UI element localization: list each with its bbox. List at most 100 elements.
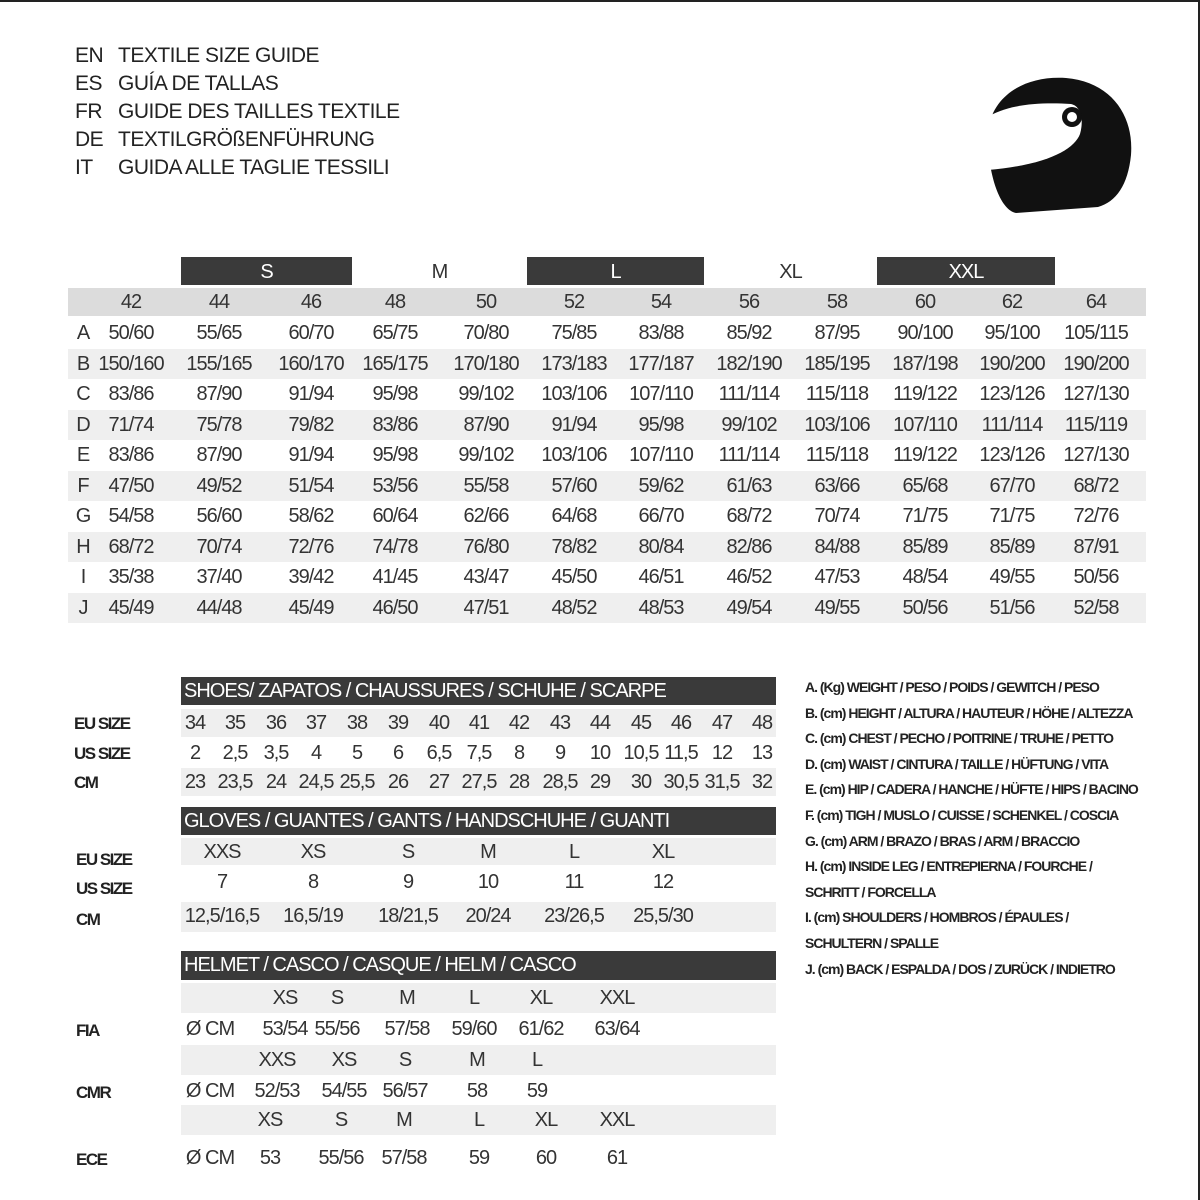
section-header-bg [181, 807, 776, 835]
table-cell: 95/98 [372, 444, 418, 466]
table-cell: 51/54 [288, 474, 334, 497]
table-cell: 115/118 [805, 383, 869, 405]
table-cell: 103/106 [804, 413, 870, 436]
table-cell: 85/92 [726, 322, 772, 344]
table-cell: 8 [513, 742, 525, 764]
table-cell: 68/72 [108, 535, 154, 558]
table-cell: 30 [630, 771, 652, 793]
table-cell: 27 [428, 771, 450, 793]
row-bg [181, 1105, 776, 1135]
table-cell: 10 [589, 742, 611, 764]
row-key: H [76, 535, 90, 558]
table-cell: 70/80 [463, 322, 509, 344]
table-cell: 99/102 [721, 413, 777, 436]
unit-label: Ø CM [185, 1018, 235, 1040]
column-header: 50 [475, 291, 497, 313]
table-cell: 48 [751, 712, 773, 734]
table-cell: 8 [307, 871, 319, 893]
table-cell: 72/76 [288, 535, 334, 558]
table-cell: 79/82 [288, 413, 334, 436]
size-band-label: S [260, 261, 273, 283]
legend-item: A. (Kg) WEIGHT / PESO / POIDS / GEWITCH … [805, 679, 1100, 695]
column-header: 48 [384, 291, 406, 313]
table-cell: 190/200 [979, 352, 1045, 375]
table-cell: 46/52 [726, 566, 772, 588]
table-cell: 87/91 [1073, 535, 1119, 558]
table-cell: 155/165 [186, 352, 252, 375]
row-label: US SIZE [76, 879, 133, 898]
table-cell: 2 [189, 742, 201, 764]
language-code: DE [75, 128, 104, 151]
size-cell: XL [529, 987, 553, 1009]
table-cell: 103/106 [541, 444, 607, 466]
size-cell: XS [272, 987, 299, 1009]
table-cell: 107/110 [893, 413, 958, 436]
size-band-bg [527, 257, 704, 285]
table-cell: 37 [305, 712, 327, 734]
table-cell: 16,5/19 [283, 905, 344, 927]
row-bg [68, 470, 1146, 501]
table-cell: 111/114 [718, 444, 781, 466]
table-cell: 111/114 [718, 383, 781, 405]
table-cell: 83/86 [108, 383, 154, 405]
table-cell: 12 [652, 871, 674, 893]
table-cell: 91/94 [288, 383, 334, 405]
table-cell: XS [300, 841, 327, 863]
table-cell: 76/80 [463, 535, 509, 558]
table-cell: 52/53 [254, 1080, 300, 1102]
table-cell: 64/68 [551, 505, 597, 527]
table-cell: 170/180 [453, 352, 519, 375]
row-key: B [76, 352, 90, 375]
table-cell: 115/119 [1064, 413, 1128, 436]
column-header: 58 [826, 291, 848, 313]
row-key: F [77, 474, 89, 497]
legend-item: H. (cm) INSIDE LEG / ENTREPIERNA / FOURC… [805, 858, 1093, 875]
table-cell: 55/56 [314, 1018, 360, 1040]
table-cell: 53/54 [262, 1018, 308, 1040]
column-header: 52 [563, 291, 585, 313]
table-cell: 60/64 [372, 505, 418, 527]
size-cell: XXS [258, 1049, 296, 1071]
table-cell: 83/88 [638, 322, 684, 344]
table-cell: 187/198 [892, 352, 958, 375]
table-cell: L [568, 841, 580, 863]
legend-item: B. (cm) HEIGHT / ALTURA / HAUTEUR / HÖHE… [805, 704, 1133, 721]
table-cell: 45 [630, 712, 652, 734]
table-cell: 59 [468, 1147, 490, 1169]
helmet-icon [986, 77, 1132, 213]
column-header: 64 [1085, 291, 1107, 313]
language-code: FR [75, 100, 103, 123]
legend-item: C. (cm) CHEST / PECHO / POITRINE / TRUHE… [805, 730, 1114, 747]
table-cell: 9 [554, 742, 566, 764]
table-cell: 28 [508, 771, 530, 793]
table-cell: 12 [711, 742, 733, 764]
table-cell: 55/58 [463, 474, 509, 497]
size-cell: XXL [599, 1109, 636, 1131]
table-cell: 62/66 [463, 505, 509, 527]
row-bg [181, 902, 776, 932]
row-bg [68, 531, 1146, 562]
table-cell: 46/50 [372, 596, 418, 619]
table-cell: 45/49 [288, 596, 334, 619]
language-code: IT [75, 156, 93, 179]
table-cell: 65/75 [372, 322, 418, 344]
language-code: EN [75, 44, 104, 67]
table-cell: 11 [564, 871, 585, 893]
table-cell: 85/89 [989, 535, 1035, 558]
table-cell: 10 [477, 871, 499, 893]
table-cell: 4 [310, 742, 322, 764]
table-cell: 190/200 [1063, 352, 1129, 375]
row-bg [68, 348, 1146, 379]
table-cell: 24 [265, 771, 287, 793]
table-cell: 45/49 [108, 596, 154, 619]
table-cell: 37/40 [196, 566, 242, 588]
title-text: TEXTILE SIZE GUIDE [118, 44, 320, 67]
table-cell: 49/54 [726, 596, 772, 619]
table-cell: 48/54 [902, 566, 948, 588]
table-cell: 70/74 [196, 535, 242, 558]
title-text: GUIDE DES TAILLES TEXTILE [118, 100, 400, 123]
table-cell: 39 [387, 712, 409, 734]
row-label: EU SIZE [74, 714, 131, 733]
table-cell: 90/100 [897, 322, 953, 344]
